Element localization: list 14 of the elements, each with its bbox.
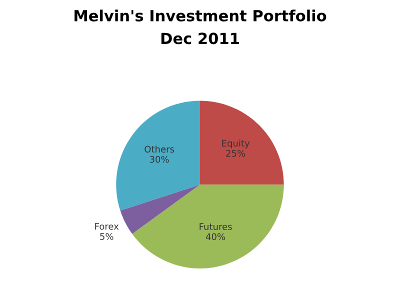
chart-title: Melvin's Investment Portfolio (74, 10, 326, 22)
slice-label: Others (144, 146, 174, 153)
data-label: 25% (226, 150, 246, 157)
slice-label: Forex (95, 223, 119, 230)
pie-slice (120, 184, 200, 234)
data-label: 40% (206, 233, 226, 240)
slice-label: Equity (222, 140, 250, 148)
slice-label: Futures (200, 223, 232, 230)
data-label: 5% (100, 233, 114, 240)
pie-slice (200, 100, 284, 185)
data-label: 30% (150, 156, 169, 163)
pie-slice (116, 100, 200, 211)
pie-slice (132, 184, 284, 268)
chart-subtitle: Dec 2011 (161, 32, 239, 44)
